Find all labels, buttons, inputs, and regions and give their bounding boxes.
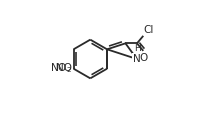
Text: H: H <box>134 44 141 53</box>
Text: NO: NO <box>56 63 72 73</box>
Text: N: N <box>133 54 141 64</box>
Text: NO$_2$: NO$_2$ <box>50 61 72 75</box>
Text: Cl: Cl <box>144 25 154 35</box>
Text: O: O <box>140 53 148 63</box>
